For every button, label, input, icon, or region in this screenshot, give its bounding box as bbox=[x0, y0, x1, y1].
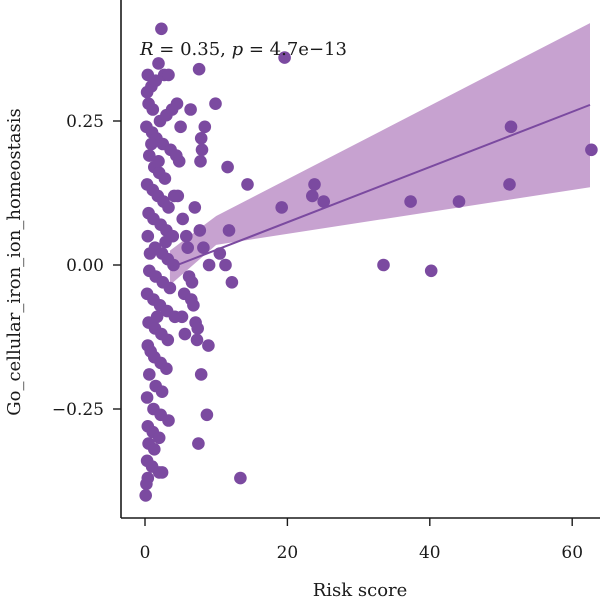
scatter-point bbox=[278, 51, 291, 64]
scatter-point bbox=[377, 258, 390, 272]
scatter-point bbox=[184, 103, 197, 116]
scatter-point bbox=[503, 178, 516, 191]
scatter-point bbox=[185, 276, 199, 289]
scatter-point bbox=[155, 385, 169, 399]
scatter-point bbox=[202, 258, 216, 272]
scatter-point bbox=[171, 189, 185, 203]
scatter-point bbox=[188, 201, 202, 214]
scatter-point bbox=[163, 281, 177, 295]
scatter-point bbox=[158, 172, 172, 185]
scatter-point bbox=[192, 62, 206, 76]
scatter-point bbox=[152, 57, 165, 70]
scatter-point bbox=[200, 408, 214, 422]
scatter-point bbox=[222, 224, 236, 237]
scatter-point bbox=[195, 143, 209, 157]
x-tick-label: 40 bbox=[419, 543, 441, 563]
scatter-point bbox=[145, 137, 158, 151]
scatter-point bbox=[160, 362, 173, 376]
scatter-point bbox=[194, 368, 208, 381]
scatter-point bbox=[234, 471, 247, 485]
scatter-point bbox=[178, 327, 192, 341]
scatter-point bbox=[317, 195, 331, 208]
scatter-point bbox=[161, 333, 175, 347]
scatter-point bbox=[148, 443, 161, 456]
x-tick-label: 60 bbox=[561, 543, 583, 563]
scatter-point bbox=[155, 466, 169, 479]
scatter-point bbox=[275, 201, 289, 214]
scatter-point bbox=[146, 103, 160, 116]
scatter-point bbox=[194, 155, 207, 168]
y-ticks: −0.25 0.00 0.25 bbox=[52, 112, 121, 420]
scatter-point bbox=[143, 149, 156, 162]
scatter-point bbox=[225, 276, 239, 289]
p-value: = 4.7e−13 bbox=[243, 39, 347, 60]
scatter-point bbox=[152, 431, 166, 445]
confidence-band bbox=[169, 23, 591, 286]
scatter-point bbox=[162, 68, 175, 82]
scatter-point bbox=[152, 155, 165, 168]
scatter-point bbox=[424, 264, 438, 278]
scatter-point bbox=[139, 489, 152, 502]
scatter-point bbox=[191, 322, 204, 335]
correlation-annotation: R = 0.35, p = 4.7e−13 bbox=[139, 39, 347, 60]
scatter-point bbox=[193, 224, 207, 237]
scatter-point bbox=[172, 155, 186, 168]
scatter-point bbox=[194, 132, 208, 145]
r-value: = 0.35, bbox=[154, 39, 232, 60]
scatter-point bbox=[202, 339, 215, 352]
x-tick-label: 20 bbox=[277, 543, 299, 563]
scatter-point bbox=[162, 414, 175, 427]
scatter-point bbox=[404, 195, 417, 208]
x-axis-title: Risk score bbox=[313, 580, 408, 601]
scatter-point bbox=[190, 333, 204, 347]
scatter-point bbox=[143, 247, 157, 260]
x-ticks: 0 20 40 60 bbox=[140, 518, 583, 563]
scatter-point bbox=[162, 201, 175, 214]
scatter-point bbox=[209, 97, 222, 110]
regression-line bbox=[169, 103, 591, 269]
scatter-point bbox=[143, 368, 156, 381]
scatter-point bbox=[187, 299, 200, 312]
scatter-point bbox=[141, 229, 155, 243]
scatter-point bbox=[159, 235, 172, 249]
points-layer bbox=[139, 22, 598, 502]
scatter-point bbox=[140, 391, 154, 404]
scatter-point bbox=[308, 178, 321, 191]
plot-area bbox=[139, 22, 598, 502]
scatter-point bbox=[219, 258, 232, 272]
scatter-point bbox=[241, 178, 254, 191]
y-tick-label: 0.00 bbox=[66, 256, 104, 276]
scatter-point bbox=[150, 310, 164, 324]
scatter-point bbox=[197, 241, 210, 254]
scatter-point bbox=[221, 160, 234, 174]
scatter-point bbox=[198, 120, 212, 134]
scatter-point bbox=[181, 241, 194, 254]
x-tick-label: 0 bbox=[140, 543, 151, 563]
scatter-point bbox=[180, 229, 193, 243]
scatter-point bbox=[140, 477, 153, 491]
scatter-point bbox=[585, 143, 598, 157]
scatter-point bbox=[306, 189, 319, 203]
y-tick-label: 0.25 bbox=[66, 112, 104, 132]
scatter-point bbox=[452, 195, 466, 208]
y-tick-label: −0.25 bbox=[52, 400, 104, 420]
scatter-point bbox=[170, 97, 184, 110]
scatter-point bbox=[174, 120, 187, 134]
p-symbol: p bbox=[232, 39, 244, 60]
scatter-point bbox=[155, 22, 168, 36]
r-symbol: R bbox=[139, 39, 154, 60]
scatter-point bbox=[175, 310, 189, 324]
scatter-point bbox=[504, 120, 518, 134]
y-axis-title: Go_cellular_iron_ion_homeostasis bbox=[4, 108, 25, 416]
scatter-point bbox=[192, 437, 205, 450]
scatter-point bbox=[144, 345, 157, 358]
scatter-point bbox=[176, 212, 189, 226]
